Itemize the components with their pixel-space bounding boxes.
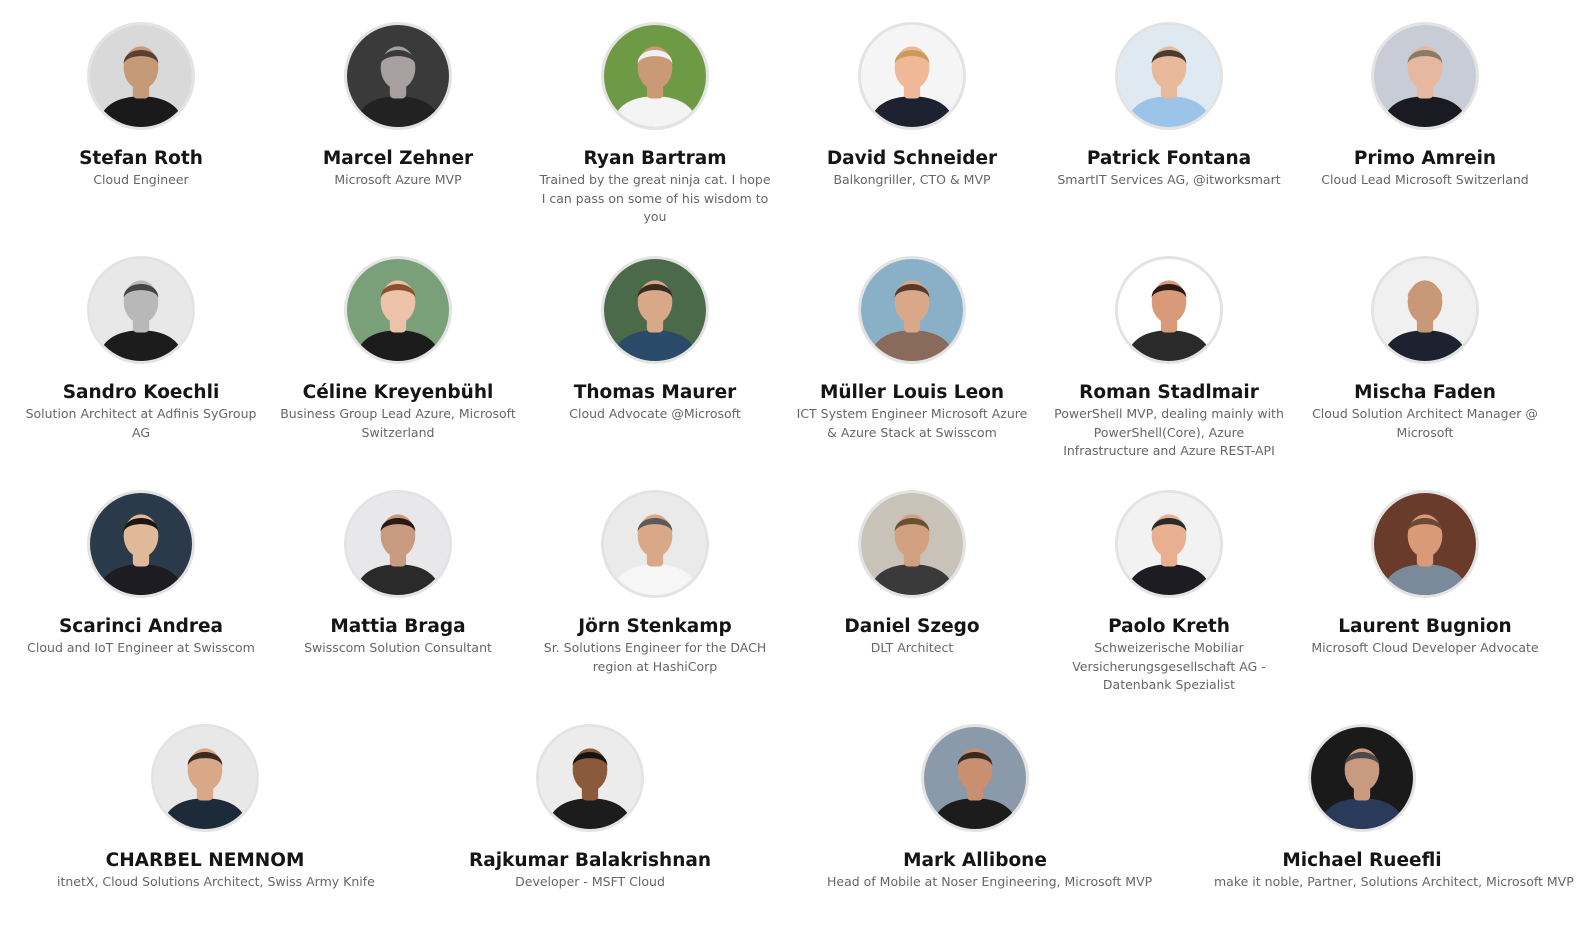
- speaker-avatar[interactable]: [536, 724, 644, 832]
- speaker-avatar[interactable]: [858, 22, 966, 130]
- speaker-title: Cloud and IoT Engineer at Swisscom: [27, 640, 255, 655]
- speaker-name[interactable]: Marcel Zehner: [322, 148, 474, 169]
- speaker-title: Developer - MSFT Cloud: [515, 874, 665, 889]
- speaker-photo: [1311, 727, 1413, 829]
- speaker-title: Head of Mobile at Noser Engineering, Mic…: [827, 874, 1153, 889]
- speaker-name[interactable]: Thomas Maurer: [573, 382, 737, 403]
- speaker-title: Cloud Engineer: [93, 172, 189, 187]
- speaker-avatar[interactable]: [87, 22, 195, 130]
- speaker-photo: [1118, 259, 1220, 361]
- speaker-avatar[interactable]: [344, 22, 452, 130]
- speaker-avatar[interactable]: [87, 490, 195, 598]
- speaker-title: Microsoft Cloud Developer Advocate: [1311, 640, 1539, 655]
- speaker-avatar[interactable]: [87, 256, 195, 364]
- speaker-avatar[interactable]: [151, 724, 259, 832]
- speaker-avatar[interactable]: [858, 490, 966, 598]
- speaker-name[interactable]: Patrick Fontana: [1086, 148, 1252, 169]
- speaker-name[interactable]: Paolo Kreth: [1108, 616, 1230, 637]
- speaker-title: Cloud Lead Microsoft Switzerland: [1321, 172, 1529, 187]
- speaker-title: Solution Architect at Adfinis SyGroup AG: [25, 406, 257, 440]
- speaker-name[interactable]: Primo Amrein: [1353, 148, 1497, 169]
- speaker-avatar[interactable]: [1115, 490, 1223, 598]
- speaker-name[interactable]: Mark Allibone: [903, 850, 1047, 871]
- speaker-avatar[interactable]: [858, 256, 966, 364]
- speaker-title: Balkongriller, CTO & MVP: [833, 172, 991, 187]
- speaker-title: Sr. Solutions Engineer for the DACH regi…: [543, 640, 767, 674]
- speaker-title: make it noble, Partner, Solutions Archit…: [1214, 874, 1574, 889]
- speaker-name[interactable]: Scarinci Andrea: [58, 616, 224, 637]
- speaker-avatar[interactable]: [344, 256, 452, 364]
- speaker-photo: [154, 727, 256, 829]
- speaker-title: SmartIT Services AG, @itworksmart: [1057, 172, 1281, 187]
- speaker-name[interactable]: Sandro Koechli: [62, 382, 220, 403]
- speaker-title: Cloud Advocate @Microsoft: [569, 406, 741, 421]
- speaker-name[interactable]: CHARBEL NEMNOM: [105, 850, 305, 871]
- speaker-photo: [347, 25, 449, 127]
- speaker-photo: [604, 25, 706, 127]
- speaker-name[interactable]: Ryan Bartram: [583, 148, 727, 169]
- speaker-title: PowerShell MVP, dealing mainly with Powe…: [1054, 406, 1284, 458]
- speaker-photo: [861, 259, 963, 361]
- speaker-photo: [1118, 25, 1220, 127]
- speaker-photo: [90, 493, 192, 595]
- speaker-name[interactable]: Mischa Faden: [1354, 382, 1496, 403]
- speaker-avatar[interactable]: [344, 490, 452, 598]
- speaker-avatar[interactable]: [1371, 22, 1479, 130]
- speaker-name[interactable]: Laurent Bugnion: [1338, 616, 1512, 637]
- speaker-name[interactable]: Stefan Roth: [79, 148, 203, 169]
- speaker-title: itnetX, Cloud Solutions Architect, Swiss…: [57, 874, 375, 889]
- speaker-avatar[interactable]: [601, 256, 709, 364]
- speaker-photo: [1374, 25, 1476, 127]
- speaker-title: Swisscom Solution Consultant: [304, 640, 492, 655]
- speaker-title: DLT Architect: [870, 640, 954, 655]
- speaker-avatar[interactable]: [1308, 724, 1416, 832]
- speaker-title: Cloud Solution Architect Manager @ Micro…: [1312, 406, 1538, 440]
- speaker-avatar[interactable]: [1115, 22, 1223, 130]
- speaker-avatar[interactable]: [1371, 490, 1479, 598]
- speaker-name[interactable]: David Schneider: [826, 148, 998, 169]
- speaker-photo: [861, 25, 963, 127]
- speaker-photo: [1374, 259, 1476, 361]
- speaker-avatar[interactable]: [1115, 256, 1223, 364]
- speaker-photo: [604, 259, 706, 361]
- speaker-photo: [347, 493, 449, 595]
- speaker-photo: [90, 25, 192, 127]
- speaker-title: Business Group Lead Azure, Microsoft Swi…: [280, 406, 516, 440]
- speaker-name[interactable]: Mattia Braga: [330, 616, 466, 637]
- speaker-name[interactable]: Rajkumar Balakrishnan: [468, 850, 712, 871]
- speaker-title: Trained by the great ninja cat. I hope I…: [539, 172, 771, 224]
- speaker-name[interactable]: Céline Kreyenbühl: [302, 382, 494, 403]
- speaker-avatar[interactable]: [601, 22, 709, 130]
- speaker-title: Schweizerische Mobiliar Versicherungsges…: [1072, 640, 1266, 692]
- speaker-avatar[interactable]: [921, 724, 1029, 832]
- speaker-photo: [924, 727, 1026, 829]
- speaker-photo: [539, 727, 641, 829]
- speaker-name[interactable]: Daniel Szego: [844, 616, 980, 637]
- speaker-photo: [347, 259, 449, 361]
- speaker-photo: [604, 493, 706, 595]
- speaker-avatar[interactable]: [601, 490, 709, 598]
- speaker-title: Microsoft Azure MVP: [334, 172, 462, 187]
- speaker-name[interactable]: Michael Rueefli: [1282, 850, 1442, 871]
- speaker-name[interactable]: Roman Stadlmair: [1079, 382, 1259, 403]
- speaker-photo: [90, 259, 192, 361]
- speaker-photo: [1118, 493, 1220, 595]
- speaker-title: ICT System Engineer Microsoft Azure & Az…: [796, 406, 1028, 440]
- speaker-photo: [1374, 493, 1476, 595]
- speaker-photo: [861, 493, 963, 595]
- speaker-name[interactable]: Jörn Stenkamp: [578, 616, 732, 637]
- speaker-name[interactable]: Müller Louis Leon: [819, 382, 1005, 403]
- speaker-avatar[interactable]: [1371, 256, 1479, 364]
